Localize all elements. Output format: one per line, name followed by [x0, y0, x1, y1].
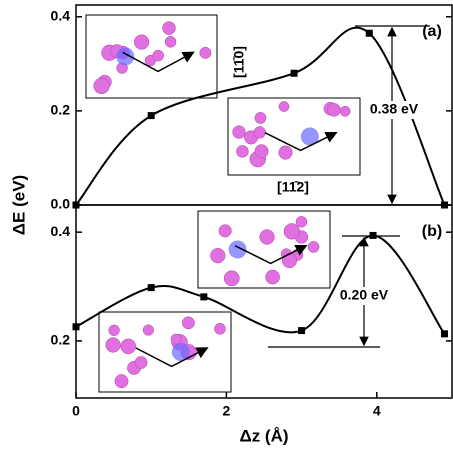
atom	[165, 36, 176, 47]
inset-image	[86, 15, 217, 98]
atom	[327, 103, 340, 116]
atom	[255, 112, 266, 123]
energy-label: 0.38 eV	[370, 101, 419, 117]
atom	[153, 50, 164, 61]
marker	[148, 284, 155, 291]
atom	[210, 248, 225, 263]
atom	[135, 356, 147, 368]
direction-label: [11̄2]	[277, 179, 309, 195]
energy-label: 0.20 eV	[340, 287, 389, 303]
marker	[148, 112, 155, 119]
atom	[254, 127, 266, 139]
atom	[296, 216, 307, 227]
atom	[162, 22, 175, 35]
inset-image	[99, 312, 231, 392]
x-tick-label: 2	[223, 403, 231, 419]
marker	[200, 293, 207, 300]
x-tick-label: 4	[373, 403, 381, 419]
atom	[236, 145, 248, 157]
y-tick-label: 0.2	[51, 332, 71, 348]
atom	[214, 323, 225, 334]
atom	[340, 106, 350, 116]
atom	[121, 339, 136, 354]
atom	[182, 317, 194, 329]
chart: 0.00.20.4(a)ΔE (eV)0.20.4024(b)Δz (Å)0.3…	[0, 0, 453, 451]
atom	[284, 223, 300, 239]
atom	[224, 271, 239, 286]
atom	[279, 101, 289, 111]
atom	[109, 325, 120, 336]
atom	[279, 146, 293, 160]
marker	[73, 323, 80, 330]
atom	[143, 325, 154, 336]
atom	[260, 230, 275, 245]
inset-image	[228, 98, 360, 175]
atom	[255, 145, 268, 158]
atom	[106, 338, 121, 353]
panel-label: (b)	[422, 223, 442, 240]
inset-image	[198, 211, 330, 288]
direction-label: [11̄0]	[231, 46, 247, 78]
atom	[200, 47, 211, 58]
marker	[291, 70, 298, 77]
atom	[219, 225, 232, 238]
atom	[233, 126, 246, 139]
y-tick-label: 0.4	[51, 7, 71, 23]
atom	[266, 270, 280, 284]
atom	[115, 374, 128, 387]
atom	[94, 78, 110, 94]
marker	[298, 327, 305, 334]
marker	[441, 330, 448, 337]
x-axis-label: Δz (Å)	[239, 426, 288, 445]
y-tick-label: 0.2	[51, 102, 71, 118]
atom	[134, 35, 149, 50]
x-tick-label: 0	[72, 403, 80, 419]
y-tick-label: 0.0	[51, 196, 71, 212]
atom	[282, 253, 297, 268]
atom	[308, 241, 319, 252]
y-tick-label: 0.4	[51, 223, 71, 239]
atom	[171, 334, 181, 344]
marker	[366, 30, 373, 37]
y-axis-label: ΔE (eV)	[9, 175, 28, 235]
